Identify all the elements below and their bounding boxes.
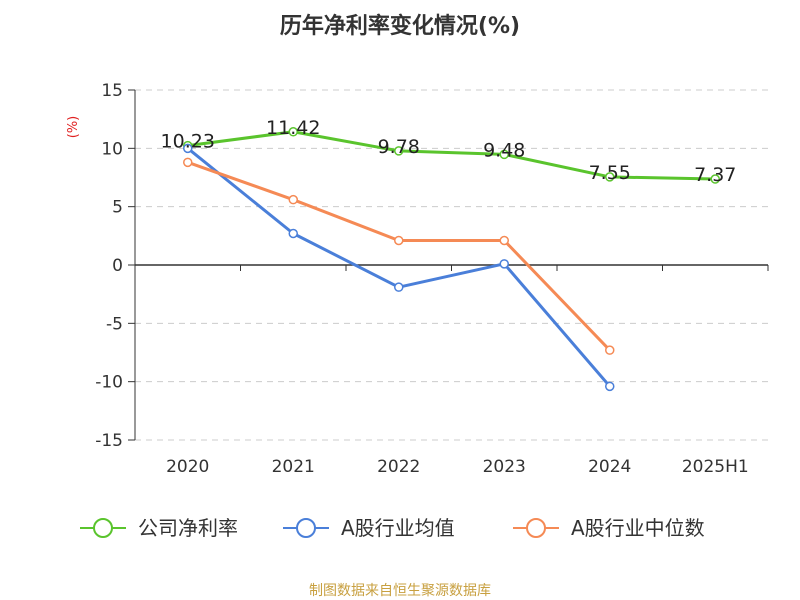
legend-item[interactable]: A股行业中位数 (513, 516, 705, 540)
x-tick-label: 2022 (377, 457, 420, 477)
y-tick-label: 5 (112, 198, 123, 218)
series-group (183, 127, 720, 392)
series-line (187, 160, 611, 352)
data-point (183, 143, 193, 154)
data-point (288, 127, 298, 137)
y-tick-label: -10 (95, 373, 123, 393)
chart-title: 历年净利率变化情况(%) (280, 13, 520, 39)
y-tick-label: -5 (106, 314, 123, 334)
data-point (605, 345, 615, 355)
x-tick-label: 2024 (588, 457, 631, 477)
data-point (499, 259, 509, 269)
data-point (288, 228, 298, 239)
legend-label: A股行业中位数 (571, 516, 705, 540)
legend-item[interactable]: 公司净利率 (80, 516, 238, 540)
legend-marker (526, 518, 546, 538)
data-label: 7.37 (694, 164, 736, 186)
data-point (499, 235, 509, 246)
legend: 公司净利率 A股行业均值 A股行业中位数 (80, 516, 705, 540)
x-tick-label: 2023 (483, 457, 526, 477)
axes: 15 10 5 0 -5 -10 -15 2020 2021 2022 2023 2024 2025H1 (95, 81, 769, 477)
y-tick-label: -15 (95, 431, 123, 451)
data-point (394, 146, 404, 156)
data-label: 7.55 (589, 162, 631, 184)
data-point (499, 149, 509, 160)
data-point (605, 172, 615, 182)
y-axis-label: (%) (66, 116, 81, 139)
series-line (187, 130, 716, 181)
data-point (288, 194, 298, 205)
y-tick-label: 10 (101, 139, 123, 159)
data-point (183, 157, 193, 168)
legend-label: 公司净利率 (138, 516, 238, 540)
x-tick-label: 2021 (272, 457, 315, 477)
y-tick-label: 15 (101, 81, 123, 101)
legend-label: A股行业均值 (341, 516, 455, 540)
data-point (394, 235, 404, 246)
data-point (710, 174, 720, 184)
data-point (605, 381, 615, 392)
x-tick-label: 2020 (166, 457, 209, 477)
legend-marker (296, 518, 316, 538)
legend-marker (93, 518, 113, 538)
legend-item[interactable]: A股行业均值 (283, 516, 455, 540)
data-labels: 10.23 11.42 9.78 9.48 7.55 7.37 (161, 117, 737, 186)
source-note: 制图数据来自恒生聚源数据库 (309, 583, 491, 599)
y-tick-label: 0 (112, 256, 123, 276)
data-label: 10.23 (161, 131, 215, 153)
data-point (394, 282, 404, 292)
x-tick-label: 2025H1 (682, 457, 749, 477)
data-label: 11.42 (266, 117, 320, 139)
data-label: 9.48 (483, 139, 525, 161)
data-label: 9.78 (378, 136, 420, 158)
